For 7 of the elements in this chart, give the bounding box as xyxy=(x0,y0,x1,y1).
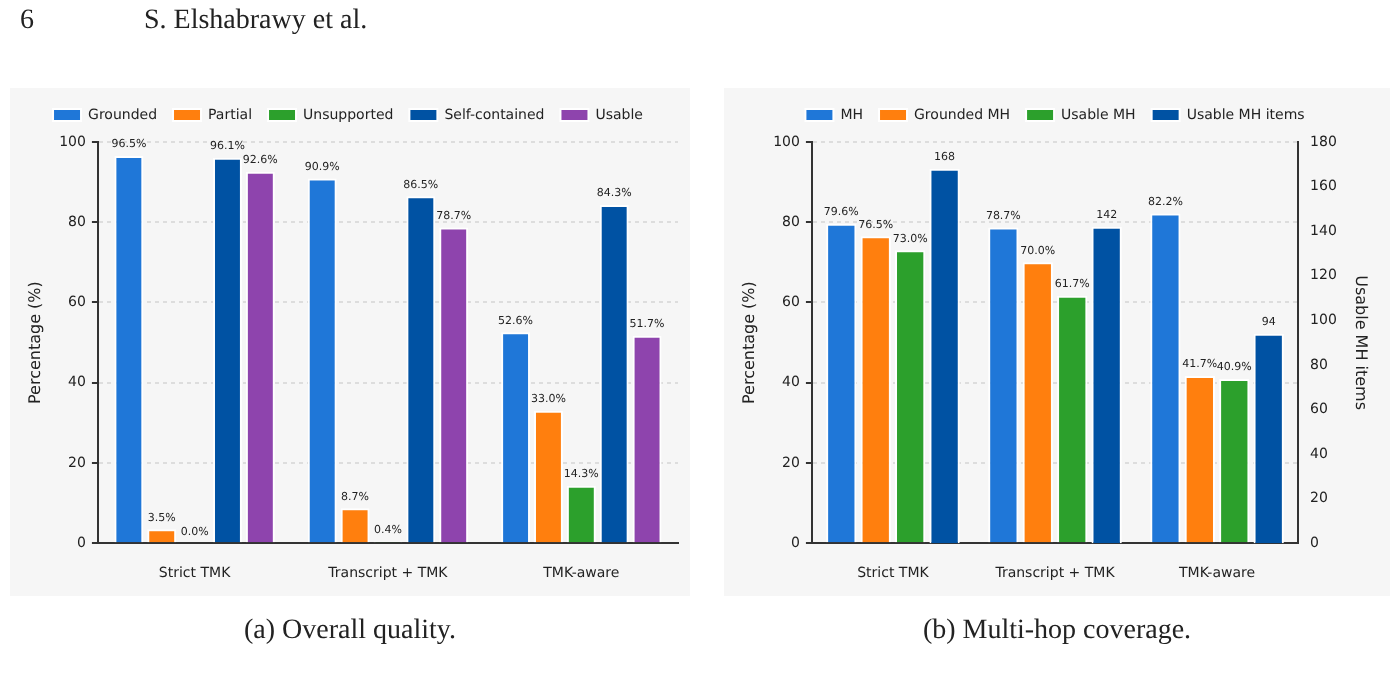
text: 6 xyxy=(20,6,34,38)
text: (b) Multi-hop coverage. xyxy=(920,616,1194,648)
y-axis-title: Percentage (%) xyxy=(739,281,758,404)
text: S. Elshabrawy et al. xyxy=(144,6,368,38)
y-axis-title: Percentage (%) xyxy=(25,281,44,404)
y2-axis-title: Usable MH items xyxy=(1352,275,1371,411)
text: (a) Overall quality. xyxy=(242,616,458,648)
